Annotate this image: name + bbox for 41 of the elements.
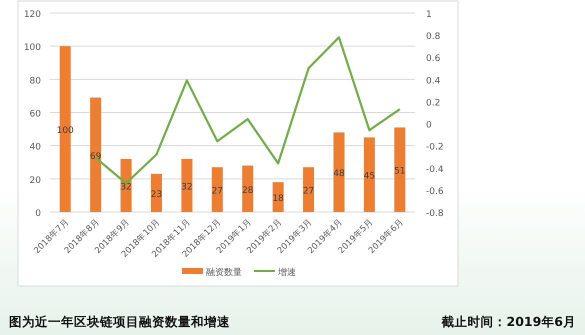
- bar: [242, 166, 254, 212]
- legend-label: 增速: [277, 267, 296, 278]
- text: 截止时间：2019年6月: [440, 314, 576, 329]
- y-tick-label: 60: [30, 110, 42, 120]
- y-tick-label: 20: [30, 176, 42, 186]
- data-label: 51: [394, 166, 406, 177]
- bar: [333, 132, 344, 212]
- y2-tick-label: -0.2: [426, 142, 444, 153]
- bar: [303, 167, 314, 212]
- data-label: 27: [212, 186, 224, 197]
- text: 图为近一年区块链项目融资数量和增速: [9, 314, 231, 329]
- y2-tick-label: 0.6: [426, 54, 441, 64]
- y-tick-label: 40: [30, 142, 42, 153]
- data-label: 32: [120, 182, 132, 192]
- data-label: 27: [302, 186, 314, 197]
- y2-tick-label: -0.4: [426, 164, 444, 175]
- data-label: 32: [181, 182, 193, 192]
- bar: [90, 98, 102, 212]
- data-label: 45: [364, 172, 376, 182]
- legend-label: 融资数量: [206, 267, 242, 278]
- data-label: 69: [90, 152, 102, 162]
- y-tick-label: 80: [30, 76, 42, 86]
- y2-tick-label: 0.2: [426, 98, 440, 108]
- y2-tick-label: 0.4: [426, 76, 441, 86]
- y2-tick-label: 1: [426, 10, 432, 20]
- bar: [150, 174, 162, 212]
- y-tick-label: 0: [35, 209, 42, 219]
- bar: [212, 167, 223, 212]
- y2-tick-label: -0.6: [426, 186, 444, 197]
- data-label: 48: [333, 169, 345, 180]
- y-tick-label: 120: [24, 10, 42, 20]
- data-label: 23: [150, 190, 162, 200]
- bar: [394, 127, 406, 212]
- y2-tick-label: 0.8: [426, 32, 441, 42]
- data-label: 18: [272, 194, 284, 204]
- data-label: 28: [242, 186, 254, 196]
- y2-tick-label: 0: [426, 120, 432, 131]
- y2-tick-label: -0.8: [426, 209, 444, 219]
- y-tick-label: 100: [24, 43, 42, 54]
- bar: [364, 137, 375, 212]
- bar: [181, 158, 192, 212]
